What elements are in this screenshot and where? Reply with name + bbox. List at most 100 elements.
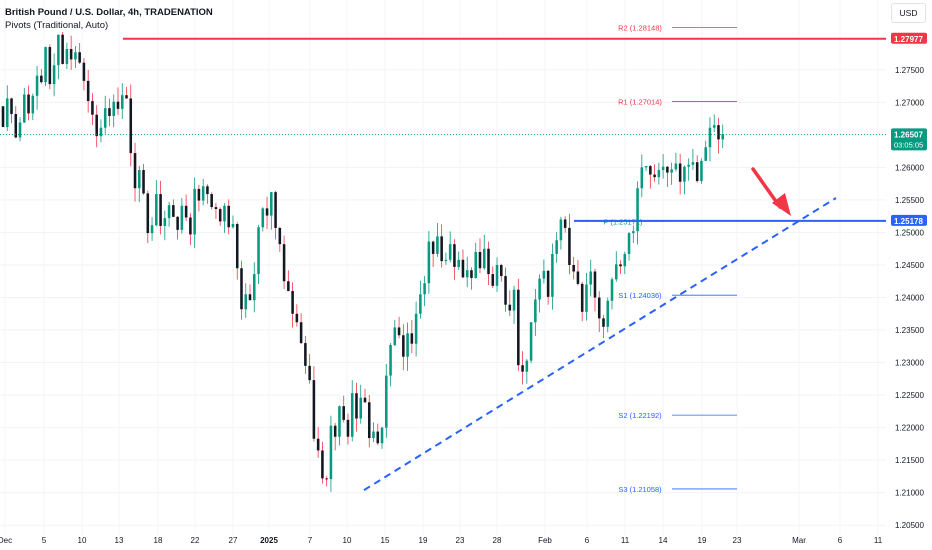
candle-body <box>304 343 307 366</box>
resistance-price-badge-bg <box>891 32 927 44</box>
candle-body <box>640 167 644 189</box>
price-tick-label: 1.27500 <box>895 66 924 75</box>
candle-body <box>410 333 414 344</box>
candle-body <box>31 95 35 114</box>
candle-body <box>172 205 175 217</box>
time-tick-label: 10 <box>343 536 352 545</box>
candle-body <box>295 313 299 323</box>
candle-body <box>235 224 239 269</box>
candle-body <box>125 95 128 99</box>
candle-body <box>95 114 98 137</box>
current-price-badge: 1.26507 <box>894 130 923 139</box>
price-tick-label: 1.26000 <box>895 163 924 172</box>
candle-body <box>163 218 167 226</box>
candle-body <box>321 450 324 479</box>
price-tick-label: 1.22500 <box>895 391 924 400</box>
candle-body <box>568 227 571 265</box>
price-tick-label: 1.21500 <box>895 456 924 465</box>
candle-body <box>585 284 588 312</box>
candle-body <box>40 75 43 83</box>
candle-body <box>155 194 158 226</box>
indicator-label: Pivots (Traditional, Auto) <box>5 20 109 31</box>
candle-body <box>278 227 282 245</box>
candle-body <box>632 231 635 234</box>
candle-body <box>512 289 516 311</box>
candle-body <box>252 274 256 301</box>
candle-body <box>167 205 171 219</box>
candle-body <box>367 402 371 439</box>
candle-body <box>150 225 154 234</box>
candle-body <box>653 174 656 178</box>
candle-body <box>159 194 162 226</box>
price-tick-label: 1.23000 <box>895 359 924 368</box>
candle-body <box>453 244 456 267</box>
candle-body <box>427 241 431 284</box>
pivot-label: S1 (1.24036) <box>618 291 662 300</box>
time-axis: Dec 5 10 13 18 22 27 2025 7 10 15 19 23 28 Feb 6 11 14 19 2… <box>0 536 883 545</box>
candle-body <box>576 271 580 284</box>
candle-body <box>112 101 116 117</box>
candle-body <box>27 94 30 114</box>
candle-body <box>129 98 133 154</box>
candle-body <box>248 294 252 301</box>
time-tick-label: Feb <box>538 536 552 545</box>
candle-body <box>636 188 639 232</box>
support-price-badge-bg <box>891 214 927 226</box>
support-price-badge: 1.25178 <box>894 217 923 226</box>
candle-body <box>74 52 77 60</box>
candle-body <box>329 425 333 480</box>
candle-body <box>551 253 554 297</box>
candle-body <box>325 478 328 480</box>
candle-body <box>223 205 226 222</box>
pivot-label: R1 (1.27014) <box>618 97 662 106</box>
candle-body <box>5 98 9 128</box>
candle-body <box>674 163 678 170</box>
candle-body <box>201 186 205 201</box>
time-tick-label: 19 <box>698 536 707 545</box>
candle-body <box>457 259 460 267</box>
time-tick-label: Dec <box>0 536 12 545</box>
time-tick-label: 28 <box>493 536 502 545</box>
pivot-label: R2 (1.28148) <box>618 24 662 33</box>
time-tick-label: 5 <box>42 536 47 545</box>
candle-body <box>261 208 265 228</box>
candle-body <box>18 122 22 138</box>
time-tick-label: Mar <box>792 536 806 545</box>
candle-body <box>193 188 196 235</box>
candle-body <box>508 304 512 311</box>
candle-body <box>99 127 103 137</box>
candle-body <box>504 276 507 305</box>
candle-body <box>308 365 311 381</box>
candle-body <box>210 194 213 208</box>
price-axis: 1.20500 1.21000 1.21500 1.22000 1.22500 1.230… <box>891 32 927 530</box>
candle-body <box>546 270 550 297</box>
candle-body <box>597 297 601 319</box>
time-tick-label: 23 <box>733 536 742 545</box>
candle-body <box>48 47 52 85</box>
currency-button[interactable]: USD <box>891 3 926 23</box>
candle-body <box>712 125 716 128</box>
candle-body <box>10 98 13 115</box>
candle-body <box>670 169 673 173</box>
candle-body <box>359 397 363 419</box>
candle-body <box>465 270 469 278</box>
candle-body <box>23 94 26 123</box>
candle-body <box>44 47 47 83</box>
candle-body <box>316 438 320 451</box>
candle-body <box>350 393 354 437</box>
candle-body <box>708 127 712 148</box>
candle-body <box>103 108 107 128</box>
candle-body <box>644 166 648 168</box>
candle-body <box>534 299 537 323</box>
candle-body <box>65 48 69 64</box>
candle-body <box>461 259 465 278</box>
candle-body <box>687 164 690 167</box>
candle-body <box>691 162 695 165</box>
resistance-price-badge: 1.27977 <box>894 35 923 44</box>
time-tick-label: 2025 <box>260 536 278 545</box>
candle-body <box>406 333 409 357</box>
candle-body <box>521 365 524 372</box>
overlay: R2 (1.28148)R1 (1.27014)P (1.25171)S1 (1… <box>0 24 886 494</box>
candle-body <box>580 283 584 312</box>
